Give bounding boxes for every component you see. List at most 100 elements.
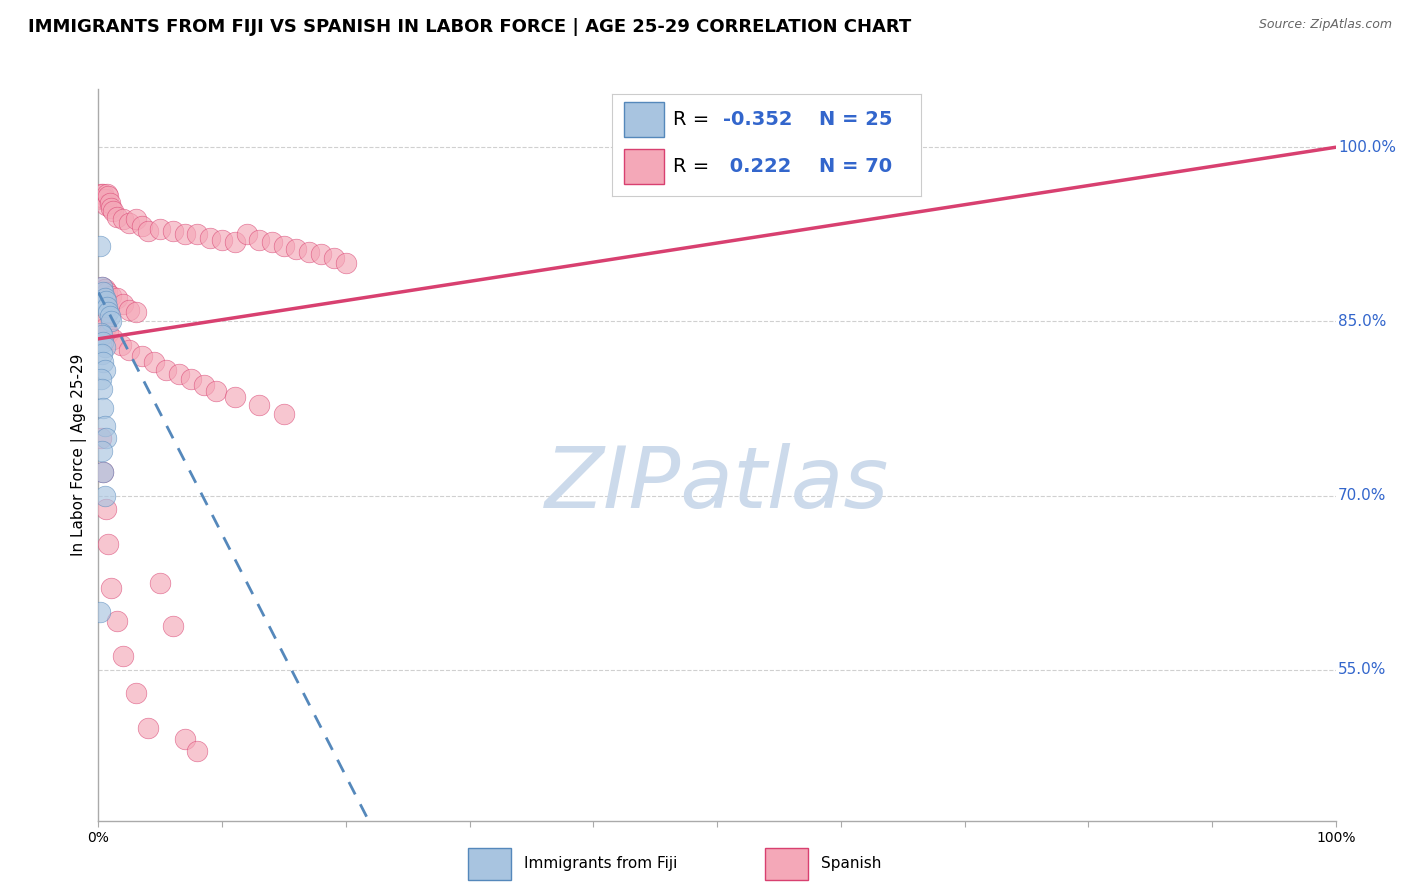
Point [93, 340, 115, 354]
Point [136, 721, 159, 735]
Text: 85.0%: 85.0% [1339, 314, 1386, 329]
Point [94, 430, 117, 444]
Point [211, 233, 233, 247]
Text: IMMIGRANTS FROM FIJI VS SPANISH IN LABOR FORCE | AGE 25-29 CORRELATION CHART: IMMIGRANTS FROM FIJI VS SPANISH IN LABOR… [28, 18, 911, 36]
Point [309, 247, 332, 261]
Point [91, 382, 114, 396]
Point [124, 305, 146, 319]
Point [93, 489, 115, 503]
Point [247, 398, 270, 412]
Point [830, 140, 852, 154]
Text: R =: R = [673, 157, 710, 176]
Point [93, 466, 115, 480]
Point [103, 332, 125, 346]
Point [100, 582, 122, 596]
Point [322, 251, 344, 265]
Point [131, 349, 153, 363]
Point [193, 378, 215, 392]
Point [89, 605, 111, 619]
Point [174, 732, 197, 747]
Text: N = 70: N = 70 [818, 157, 891, 176]
Point [149, 221, 172, 235]
Point [105, 210, 128, 224]
Point [100, 201, 122, 215]
Point [98, 196, 121, 211]
Point [247, 233, 270, 247]
Point [94, 293, 117, 308]
Point [98, 309, 121, 323]
Point [93, 285, 115, 300]
Point [174, 227, 197, 242]
Point [93, 466, 115, 480]
Point [224, 390, 246, 404]
Point [96, 301, 118, 315]
Point [93, 317, 115, 331]
Point [93, 418, 115, 433]
Point [118, 216, 141, 230]
Text: 0.222: 0.222 [723, 157, 792, 176]
Point [124, 686, 146, 700]
Point [97, 326, 120, 340]
Point [112, 212, 135, 227]
Point [93, 193, 115, 207]
Point [131, 219, 153, 234]
Point [149, 575, 172, 590]
Point [90, 430, 112, 444]
Point [97, 305, 120, 319]
Point [273, 407, 295, 421]
Point [260, 235, 283, 250]
Point [162, 224, 184, 238]
Point [91, 328, 114, 343]
Point [285, 243, 308, 257]
Point [105, 614, 128, 628]
Point [180, 372, 202, 386]
Y-axis label: In Labor Force | Age 25-29: In Labor Force | Age 25-29 [72, 354, 87, 556]
Point [167, 367, 190, 381]
Point [96, 186, 118, 201]
Point [112, 297, 135, 311]
Point [93, 335, 115, 350]
Text: Source: ZipAtlas.com: Source: ZipAtlas.com [1258, 18, 1392, 31]
Point [100, 289, 122, 303]
Point [186, 744, 208, 758]
Text: Spanish: Spanish [821, 855, 882, 871]
Point [143, 355, 166, 369]
Point [89, 239, 111, 253]
Point [124, 212, 146, 227]
Point [97, 537, 120, 551]
Point [93, 363, 115, 377]
Text: R =: R = [673, 110, 710, 128]
Point [162, 618, 184, 632]
Point [97, 189, 120, 203]
Point [105, 291, 128, 305]
Point [186, 227, 208, 242]
Point [118, 302, 141, 317]
Point [103, 204, 125, 219]
Point [224, 235, 246, 250]
Point [94, 502, 117, 516]
FancyBboxPatch shape [468, 848, 512, 880]
Text: 100.0%: 100.0% [1339, 140, 1396, 154]
Point [112, 648, 135, 663]
Point [91, 444, 114, 458]
Point [110, 337, 132, 351]
FancyBboxPatch shape [624, 102, 664, 136]
FancyBboxPatch shape [765, 848, 808, 880]
Point [136, 224, 159, 238]
Text: 55.0%: 55.0% [1339, 662, 1386, 677]
Text: ZIPatlas: ZIPatlas [546, 442, 889, 525]
Point [94, 320, 117, 334]
Point [198, 231, 221, 245]
Point [93, 291, 115, 305]
Point [91, 193, 114, 207]
Point [93, 355, 115, 369]
Point [91, 279, 114, 293]
Point [91, 279, 114, 293]
Point [90, 186, 112, 201]
Point [93, 282, 115, 296]
Point [93, 186, 115, 201]
Point [90, 326, 112, 340]
Text: Immigrants from Fiji: Immigrants from Fiji [523, 855, 676, 871]
Point [335, 256, 357, 270]
Point [236, 227, 259, 242]
